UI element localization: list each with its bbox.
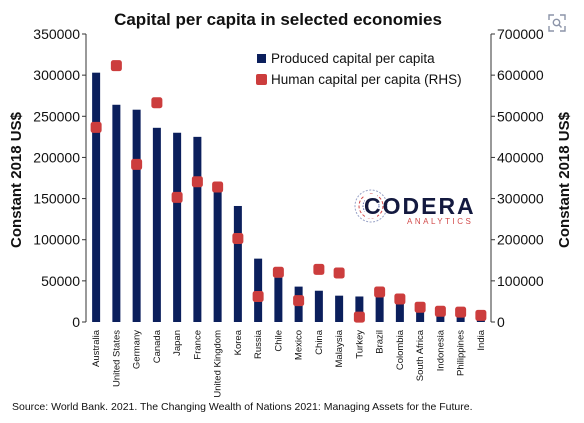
codera-logo: CODERA ANALYTICS (354, 189, 476, 226)
category-label: Japan (172, 330, 183, 356)
left-tick-label: 250000 (33, 108, 80, 124)
dot (151, 97, 163, 109)
category-labels: Australia United States Germany Canada Japan… (91, 329, 487, 397)
category-label: Australia (91, 329, 102, 367)
category-label: Russia (253, 329, 264, 359)
legend-label-dot: Human capital per capita (RHS) (271, 72, 462, 87)
bar (233, 205, 242, 322)
bar (173, 132, 182, 322)
left-tick-label: 300000 (33, 67, 80, 83)
dot (333, 267, 345, 279)
right-tick-label: 0 (497, 314, 505, 330)
logo-tagline: ANALYTICS (407, 217, 473, 226)
bar (335, 295, 344, 322)
right-tick-label: 500000 (497, 108, 544, 124)
bar (314, 290, 323, 322)
dot (455, 306, 467, 318)
left-tick-label: 100000 (33, 232, 80, 248)
legend-swatch-dot (256, 74, 267, 85)
legend: Produced capital per capita Human capita… (256, 51, 462, 87)
category-label: United Kingdom (213, 330, 224, 398)
dot-series (90, 60, 487, 323)
dot (232, 232, 244, 244)
category-label: Colombia (395, 329, 406, 370)
codera-logo-icon (354, 189, 388, 223)
source-note: Source: World Bank. 2021. The Changing W… (12, 401, 473, 413)
expand-icon[interactable] (546, 12, 568, 34)
category-label: Canada (152, 329, 163, 363)
dot (171, 191, 183, 203)
category-label: Korea (233, 329, 244, 355)
right-axis: 0 100000 200000 300000 400000 500000 600000 700… (490, 26, 544, 330)
category-label: United States (111, 330, 122, 387)
legend-label-bar: Produced capital per capita (271, 51, 435, 66)
right-tick-label: 100000 (497, 273, 544, 289)
legend-swatch-bar (257, 54, 266, 63)
bar (416, 308, 425, 322)
dot (394, 293, 406, 305)
left-tick-label: 0 (72, 314, 80, 330)
category-label: South Africa (415, 329, 426, 381)
category-label: Turkey (354, 330, 365, 359)
bar (132, 109, 141, 323)
category-label: Chile (273, 330, 284, 352)
logo-name: CODERA (364, 193, 476, 219)
dot (374, 286, 386, 298)
category-label: France (192, 330, 203, 360)
dot (313, 263, 325, 275)
left-tick-label: 150000 (33, 191, 80, 207)
left-tick-label: 50000 (41, 273, 80, 289)
dot (90, 121, 102, 133)
category-label: Philippines (456, 330, 467, 376)
right-tick-label: 200000 (497, 232, 544, 248)
bar (193, 136, 202, 322)
chart-title: Capital per capita in selected economies (114, 10, 442, 29)
left-tick-label: 350000 (33, 26, 80, 42)
dot (212, 181, 224, 193)
dot (131, 158, 143, 170)
dot (475, 309, 487, 321)
category-label: India (476, 329, 487, 350)
dot (252, 290, 264, 302)
bar (92, 72, 101, 322)
bar (213, 184, 222, 322)
bar (395, 302, 404, 322)
dot (293, 295, 305, 307)
dot (353, 311, 365, 323)
bar (254, 258, 263, 322)
category-label: Malaysia (334, 329, 345, 367)
category-label: Indonesia (435, 329, 446, 371)
bar (274, 277, 283, 322)
category-label: Brazil (375, 330, 386, 354)
bar (456, 313, 465, 322)
dot (414, 301, 426, 313)
category-label: China (314, 329, 325, 355)
right-tick-label: 600000 (497, 67, 544, 83)
bar (112, 104, 121, 322)
dot (191, 176, 203, 188)
right-tick-label: 300000 (497, 191, 544, 207)
right-tick-label: 700000 (497, 26, 544, 42)
right-tick-label: 400000 (497, 149, 544, 165)
left-axis: 0 50000 100000 150000 200000 250000 300000 3500… (33, 26, 87, 330)
dot (272, 266, 284, 278)
bar (375, 296, 384, 322)
bar (152, 127, 161, 322)
dot (434, 305, 446, 317)
left-tick-label: 200000 (33, 149, 80, 165)
category-label: Mexico (294, 330, 305, 360)
category-label: Germany (132, 330, 143, 369)
right-axis-label: Constant 2018 US$ (556, 111, 573, 248)
dot (110, 60, 122, 72)
bar (355, 296, 364, 322)
left-axis-label: Constant 2018 US$ (8, 111, 25, 248)
